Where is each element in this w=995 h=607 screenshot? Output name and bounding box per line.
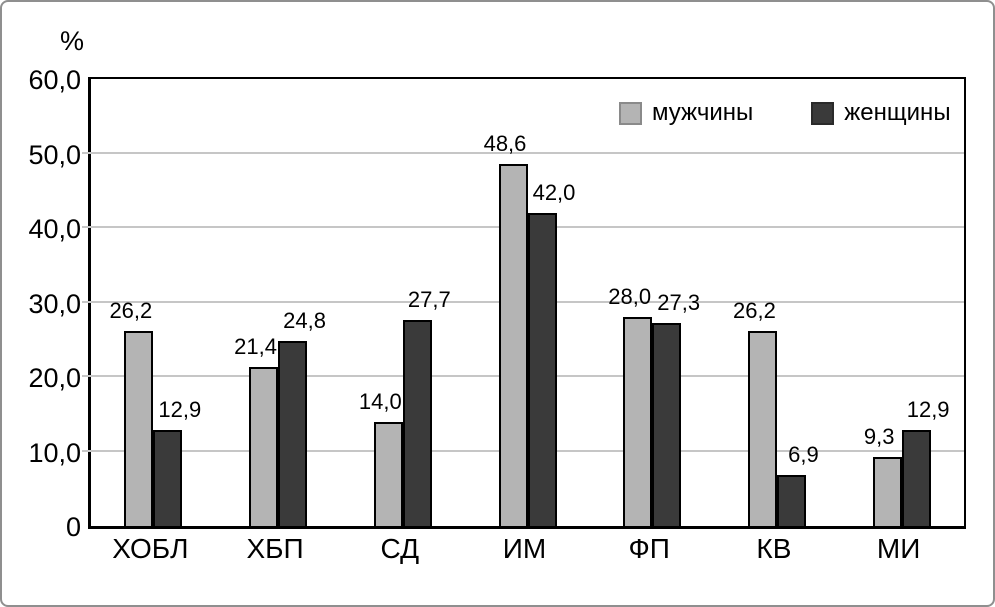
bar-value-label: 28,0 <box>608 284 652 310</box>
x-axis-tick-label: СД <box>380 533 420 564</box>
x-axis-tick-label: ХОБЛ <box>112 533 189 564</box>
bar-men-ХОБЛ <box>124 330 154 526</box>
bar-value-label: 24,8 <box>283 308 326 334</box>
bar-value-label: 14,0 <box>358 388 402 414</box>
bar-men-ХБП <box>249 366 279 526</box>
bar-women-ФП <box>652 322 682 526</box>
legend-item-women: женщины <box>811 99 951 126</box>
bar-men-ФП <box>623 317 653 526</box>
chart-legend: мужчины женщины <box>619 101 951 125</box>
gridline <box>82 151 964 154</box>
bar-value-label: 26,2 <box>109 297 153 323</box>
men-series-swatch-icon <box>619 101 642 125</box>
bar-value-label: 42,0 <box>532 180 576 206</box>
x-axis-tick-label: ФП <box>628 533 670 564</box>
bar-value-label: 9,3 <box>863 423 895 449</box>
x-axis-tick-label: КВ <box>756 533 792 564</box>
y-axis-tick-label: 50,0 <box>28 139 81 170</box>
y-axis-tick-label: 60,0 <box>28 65 81 95</box>
women-series-swatch-icon <box>811 101 835 125</box>
legend-item-men: мужчины <box>619 101 753 125</box>
bar-women-МИ <box>901 429 931 526</box>
bar-men-СД <box>373 421 403 526</box>
legend-label-women: женщины <box>844 99 951 126</box>
x-axis-tick-label: ИМ <box>502 533 547 564</box>
bar-women-СД <box>402 319 432 526</box>
bar-value-label: 48,6 <box>483 130 527 156</box>
x-axis-tick-label: ХБП <box>246 533 304 564</box>
bar-women-КВ <box>776 474 806 526</box>
y-axis-tick-label: 0 <box>65 512 81 542</box>
bar-value-label: 26,2 <box>733 297 776 323</box>
x-axis-tick-label: МИ <box>876 533 921 564</box>
y-axis-tick-label: 40,0 <box>28 214 81 244</box>
bar-men-МИ <box>872 456 902 526</box>
bar-value-label: 12,9 <box>906 396 950 422</box>
y-axis-tick-label: 30,0 <box>28 288 81 319</box>
bar-men-ИМ <box>498 163 528 526</box>
y-axis-tick-label: 10,0 <box>28 437 81 468</box>
bar-value-label: 6,9 <box>788 441 819 467</box>
bar-men-КВ <box>747 330 777 526</box>
bar-women-ИМ <box>527 213 557 526</box>
bar-value-label: 12,9 <box>158 396 202 422</box>
y-axis-unit-label: % <box>59 26 84 56</box>
plot-area: мужчины женщины 26,2 21,4 14,0 48,6 28,0 26,2… <box>82 77 966 529</box>
bar-value-label: 27,3 <box>657 289 701 315</box>
y-axis-tick-label: 20,0 <box>28 363 81 393</box>
bar-women-ХБП <box>278 341 308 526</box>
bar-women-ХОБЛ <box>153 429 183 526</box>
legend-label-men: мужчины <box>652 99 754 126</box>
bar-value-label: 21,4 <box>234 333 277 359</box>
bar-value-label: 27,7 <box>407 286 451 312</box>
